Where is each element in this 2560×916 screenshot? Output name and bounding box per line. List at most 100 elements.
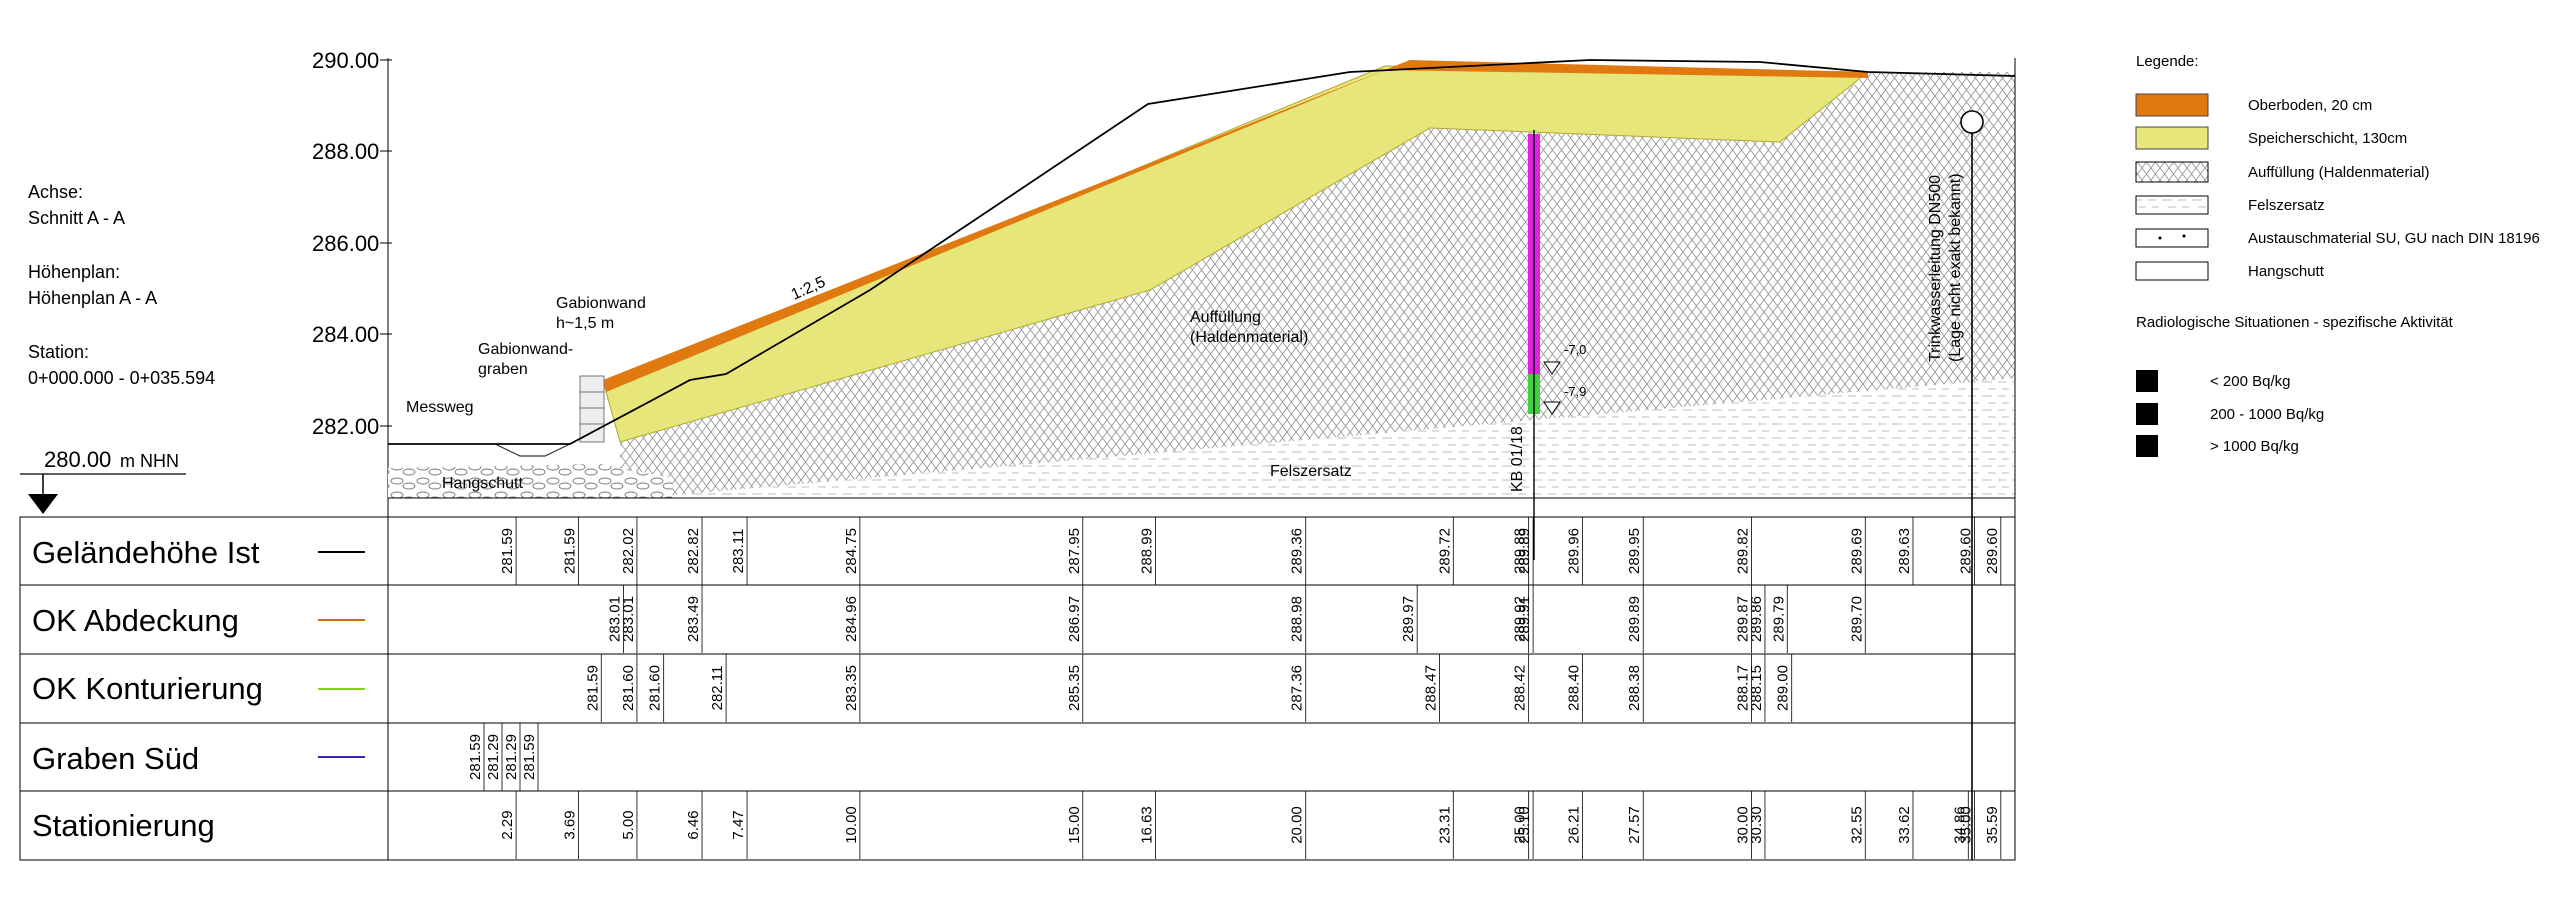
- y-tick: 282.00: [312, 414, 392, 439]
- station-label: Station:: [28, 342, 89, 362]
- cell-value: 283.35: [843, 665, 860, 711]
- cell-value: 35.00: [1958, 806, 1975, 844]
- cell-value: 35.59: [1984, 806, 2001, 844]
- cell-value: 281.29: [503, 734, 520, 780]
- row-label: Stationierung: [32, 808, 215, 843]
- table-cells: 2.29 3.69 5.00 6.46 7.47 10.00 15.00 16.63 20.00…: [467, 517, 2002, 859]
- cell-value: 289.96: [1566, 528, 1583, 574]
- cell-value: 288.38: [1626, 665, 1643, 711]
- cell-value: 282.02: [620, 528, 637, 574]
- cell-value: 288.47: [1422, 665, 1439, 711]
- cell-value: 27.57: [1626, 806, 1643, 844]
- cell-value: 289.86: [1748, 596, 1765, 642]
- legend-item: Auffüllung (Haldenmaterial): [2135, 161, 2430, 183]
- cell-value: 26.21: [1566, 806, 1583, 844]
- cell-value: 281.29: [485, 734, 502, 780]
- cell-value: 289.00: [1775, 665, 1792, 711]
- cell-value: 281.60: [620, 665, 637, 711]
- y-tick-label: 286.00: [312, 231, 379, 256]
- legend-label: Oberboden, 20 cm: [2248, 97, 2372, 114]
- y-tick-label: 288.00: [312, 139, 379, 164]
- radio-label: > 1000 Bq/kg: [2210, 438, 2299, 455]
- cell-value: 284.75: [843, 528, 860, 574]
- y-tick: 284.00: [312, 322, 392, 347]
- label-borehole: KB 01/18: [1509, 426, 1526, 492]
- table-row: OK Abdeckung: [32, 603, 365, 638]
- y-tick: 286.00: [312, 231, 392, 256]
- cell-value: 289.72: [1436, 528, 1453, 574]
- legend-item: Oberboden, 20 cm: [2135, 93, 2372, 117]
- cell-value: 286.97: [1066, 596, 1083, 642]
- label-depth-2: -7,9: [1564, 384, 1586, 399]
- radio-swatch: [2136, 370, 2158, 392]
- cell-value: 289.97: [1400, 596, 1417, 642]
- cell-value: 20.00: [1289, 806, 1306, 844]
- reference-unit: m NHN: [120, 451, 179, 471]
- cell-value: 289.87: [1735, 596, 1752, 642]
- cell-value: 289.60: [1984, 528, 2001, 574]
- legend-swatch: [2135, 195, 2209, 215]
- cell-value: 281.59: [562, 528, 579, 574]
- legend-item: Austauschmaterial SU, GU nach DIN 18196: [2135, 228, 2540, 248]
- cell-value: 289.70: [1848, 596, 1865, 642]
- table-row: OK Konturierung: [32, 671, 365, 706]
- cell-value: 283.01: [620, 596, 637, 642]
- legend-label: Austauschmaterial SU, GU nach DIN 18196: [2248, 230, 2540, 247]
- cell-value: 23.31: [1436, 806, 1453, 844]
- radio-item: > 1000 Bq/kg: [2136, 435, 2299, 457]
- table-row: Geländehöhe Ist: [32, 535, 365, 570]
- radio-swatch: [2136, 403, 2158, 425]
- label-gabionwand-graben-2: graben: [478, 361, 528, 378]
- reference-level: 280.00: [44, 447, 111, 472]
- row-label: Graben Süd: [32, 741, 199, 776]
- label-messweg: Messweg: [406, 399, 474, 416]
- ground-line: [388, 59, 2016, 445]
- info-block: Achse: Schnitt A - A Höhenplan: Höhenpla…: [20, 182, 215, 514]
- ditch: [494, 443, 571, 457]
- legend-item: Speicherschicht, 130cm: [2135, 126, 2407, 150]
- achse-label: Achse:: [28, 182, 83, 202]
- cell-value: 281.59: [521, 734, 538, 780]
- water-level-icon: [1543, 361, 1561, 375]
- y-tick-label: 282.00: [312, 414, 379, 439]
- legend-label: Hangschutt: [2248, 263, 2325, 280]
- legend-label: Auffüllung (Haldenmaterial): [2248, 164, 2430, 181]
- data-table: Geländehöhe Ist OK Abdeckung OK Konturie…: [19, 516, 2016, 861]
- cell-value: 288.42: [1512, 665, 1529, 711]
- legend-swatch: [2135, 93, 2209, 117]
- cell-value: 289.60: [1958, 528, 1975, 574]
- cell-value: 6.46: [685, 810, 702, 839]
- layer-hangschutt: [388, 464, 672, 498]
- legend-label: Felszersatz: [2248, 197, 2325, 214]
- achse-value: Schnitt A - A: [28, 208, 125, 228]
- table-row: Stationierung: [32, 808, 215, 843]
- legend-swatch: [2135, 161, 2209, 183]
- y-tick-label: 290.00: [312, 48, 379, 73]
- layer-auffuellung: [620, 72, 2015, 498]
- cell-value: 289.82: [1735, 528, 1752, 574]
- label-depth-1: -7,0: [1564, 342, 1586, 357]
- y-axis: 290.00 288.00 286.00 284.00 282.00: [312, 48, 392, 860]
- cell-value: 3.69: [562, 810, 579, 839]
- label-gabionwand: Gabionwand: [556, 295, 646, 312]
- cell-value: 25.00: [1512, 806, 1529, 844]
- cell-value: 289.69: [1848, 528, 1865, 574]
- label-auffuellung: Auffüllung: [1190, 309, 1261, 326]
- cell-value: 283.49: [685, 596, 702, 642]
- cell-value: 30.30: [1748, 806, 1765, 844]
- cell-value: 30.00: [1735, 806, 1752, 844]
- legend-item: Felszersatz: [2135, 195, 2325, 215]
- label-felszersatz: Felszersatz: [1270, 463, 1352, 480]
- label-gabionwand-graben: Gabionwand-: [478, 341, 573, 358]
- pipe-icon: [1960, 110, 1984, 134]
- annotations: Messweg Hangschutt Gabionwand- graben Ga…: [406, 173, 1964, 492]
- cell-value: 289.89: [1516, 528, 1533, 574]
- label-gabionwand-height: h~1,5 m: [556, 315, 614, 332]
- legend-item: Hangschutt: [2135, 261, 2325, 281]
- cell-value: 287.95: [1066, 528, 1083, 574]
- cell-value: 281.59: [467, 734, 484, 780]
- cell-value: 288.15: [1748, 665, 1765, 711]
- radio-item: 200 - 1000 Bq/kg: [2136, 403, 2324, 425]
- row-label: OK Abdeckung: [32, 603, 239, 638]
- legend-label: Speicherschicht, 130cm: [2248, 130, 2407, 147]
